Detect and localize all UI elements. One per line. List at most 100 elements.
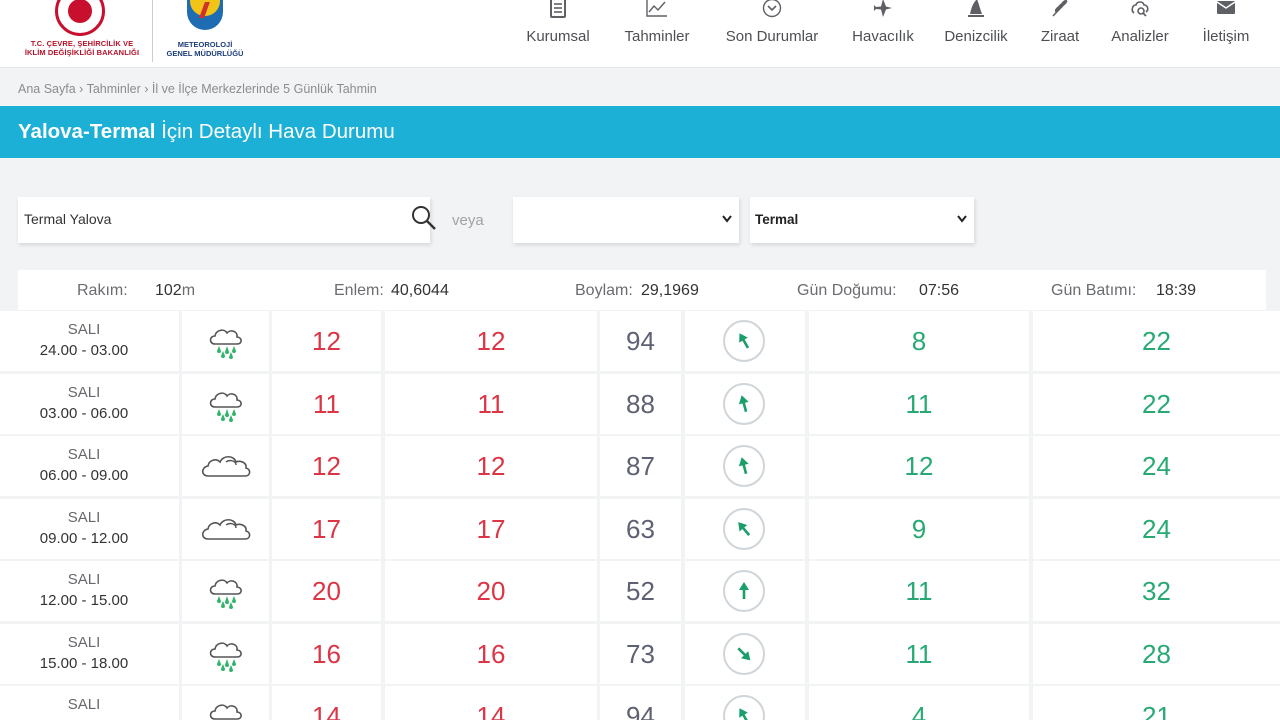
humidity-cell: 94 <box>600 311 681 371</box>
time-range: 12.00 - 15.00 <box>39 592 129 609</box>
wind-speed-cell: 11 <box>809 373 1029 434</box>
time-cell: SALI 18.00 - 21.00 <box>0 686 179 720</box>
day-label: SALI <box>67 571 101 588</box>
nav-label: Tahminler <box>624 28 690 45</box>
feels-like-value: 17 <box>476 513 506 544</box>
time-range: 18.00 - 21.00 <box>0 717 168 720</box>
nav-ziraat[interactable]: Ziraat <box>1035 0 1085 64</box>
location-info: Rakım: 102m Enlem: 40,6044 Boylam: 29,19… <box>18 270 1266 310</box>
wind-gust-cell: 22 <box>1033 311 1280 371</box>
wind-direction-cell <box>685 373 805 434</box>
temperature-value: 16 <box>312 638 341 669</box>
feels-like-cell: 17 <box>385 498 597 559</box>
page-title-suffix: İçin Detaylı Hava Durumu <box>155 120 395 143</box>
wind-dial <box>723 632 765 675</box>
nav-son-durumlar[interactable]: Son Durumlar <box>719 0 825 64</box>
wind-gust-value: 21 <box>1142 701 1171 720</box>
feels-like-value: 11 <box>477 388 505 419</box>
breadcrumb-separator: › <box>75 82 87 96</box>
search-input[interactable]: Termal Yalova <box>24 211 112 227</box>
weather-icon-cell <box>182 498 269 559</box>
altitude-number: 102 <box>155 282 182 299</box>
humidity-value: 94 <box>626 701 655 720</box>
or-label: veya <box>452 212 484 229</box>
ministry-logo[interactable]: T.C. ÇEVRE, ŞEHİRCİLİK VE İKLİM DEĞİŞİKL… <box>18 0 146 64</box>
mgm-logo[interactable]: METEOROLOJİ GENEL MÜDÜRLÜĞÜ <box>162 0 252 64</box>
logo-divider <box>152 0 153 62</box>
feels-like-cell: 16 <box>385 623 597 684</box>
time-range: 24.00 - 03.00 <box>39 342 129 359</box>
humidity-value: 52 <box>626 576 655 606</box>
weather-icon-cell <box>182 561 269 621</box>
longitude-value: 29,1969 <box>641 282 699 299</box>
wind-arrow-icon <box>738 394 749 412</box>
breadcrumb-home[interactable]: Ana Sayfa <box>18 82 76 96</box>
nav-havacilik[interactable]: Havacılık <box>847 0 919 64</box>
forecast-row: SALI 18.00 - 21.00 14 14 94 4 21 <box>0 686 1280 720</box>
wind-speed-cell: 8 <box>809 311 1029 371</box>
wind-gust-value: 28 <box>1142 638 1171 669</box>
wheat-icon <box>1035 0 1085 22</box>
wind-dial <box>723 507 765 550</box>
breadcrumb-separator: › <box>140 82 152 96</box>
wind-speed-value: 12 <box>904 451 934 481</box>
breadcrumb-current[interactable]: İl ve İlçe Merkezlerinde 5 Günlük Tahmin <box>151 82 377 96</box>
nav-label: Denizcilik <box>944 28 1008 45</box>
altitude-value: 102m <box>155 282 195 300</box>
wind-speed-cell: 11 <box>809 561 1029 621</box>
wind-dial <box>723 695 765 720</box>
nav-tahminler[interactable]: Tahminler <box>617 0 697 64</box>
wind-speed-value: 11 <box>905 638 933 669</box>
chevron-circle-icon <box>719 0 825 22</box>
wind-arrow-icon <box>738 521 751 536</box>
nav-iletisim[interactable]: İletişim <box>1196 0 1256 64</box>
time-cell: SALI 12.00 - 15.00 <box>0 561 179 621</box>
mgm-logo-line2: GENEL MÜDÜRLÜĞÜ <box>166 49 244 58</box>
feels-like-value: 12 <box>476 326 506 356</box>
page-title-location: Yalova-Termal <box>18 120 156 143</box>
temperature-cell: 11 <box>272 373 381 434</box>
district-select[interactable]: Termal <box>750 197 974 243</box>
nav-kurumsal[interactable]: Kurumsal <box>520 0 596 64</box>
humidity-cell: 87 <box>600 436 681 496</box>
wind-gust-value: 22 <box>1142 388 1171 419</box>
location-search: Termal Yalova <box>18 197 436 243</box>
time-cell: SALI 24.00 - 03.00 <box>0 311 179 371</box>
wind-arrow-icon <box>738 457 749 475</box>
wind-direction-cell <box>685 623 805 684</box>
day-label: SALI <box>67 321 101 338</box>
breadcrumb-tahminler[interactable]: Tahminler <box>86 82 141 96</box>
humidity-value: 73 <box>626 638 655 669</box>
feels-like-cell: 11 <box>385 373 597 434</box>
humidity-value: 88 <box>626 388 655 419</box>
wind-speed-cell: 9 <box>809 498 1029 559</box>
weather-icon-cell <box>182 623 269 684</box>
site-header: T.C. ÇEVRE, ŞEHİRCİLİK VE İKLİM DEĞİŞİKL… <box>0 0 1280 68</box>
nav-analizler[interactable]: Analizler <box>1106 0 1174 64</box>
province-select[interactable] <box>513 197 739 243</box>
day-label: SALI <box>67 446 101 463</box>
latitude-label: Enlem: <box>334 282 384 299</box>
weather-icon-cell <box>182 436 269 496</box>
wind-direction-cell <box>685 498 805 559</box>
weather-icon-cell <box>182 686 269 720</box>
chevron-down-icon <box>956 212 968 231</box>
humidity-value: 94 <box>626 326 655 356</box>
search-icon[interactable] <box>411 205 437 236</box>
wind-gust-value: 24 <box>1142 513 1171 544</box>
day-label: SALI <box>67 696 101 713</box>
time-range: 09.00 - 12.00 <box>39 529 129 547</box>
wind-gust-cell: 32 <box>1033 561 1280 621</box>
humidity-value: 63 <box>626 513 655 544</box>
mgm-emblem-icon <box>187 0 223 30</box>
temperature-value: 14 <box>312 701 341 720</box>
time-cell: SALI 09.00 - 12.00 <box>0 498 179 559</box>
wind-gust-cell: 22 <box>1033 373 1280 434</box>
district-select-value: Termal <box>755 212 799 227</box>
forecast-row: SALI 09.00 - 12.00 17 17 63 9 24 <box>0 498 1280 559</box>
nav-denizcilik[interactable]: Denizcilik <box>940 0 1012 64</box>
nav-label: Analizler <box>1111 28 1169 45</box>
wind-speed-cell: 4 <box>809 686 1029 720</box>
temperature-value: 17 <box>312 513 341 544</box>
wind-arrow-icon <box>739 708 750 720</box>
